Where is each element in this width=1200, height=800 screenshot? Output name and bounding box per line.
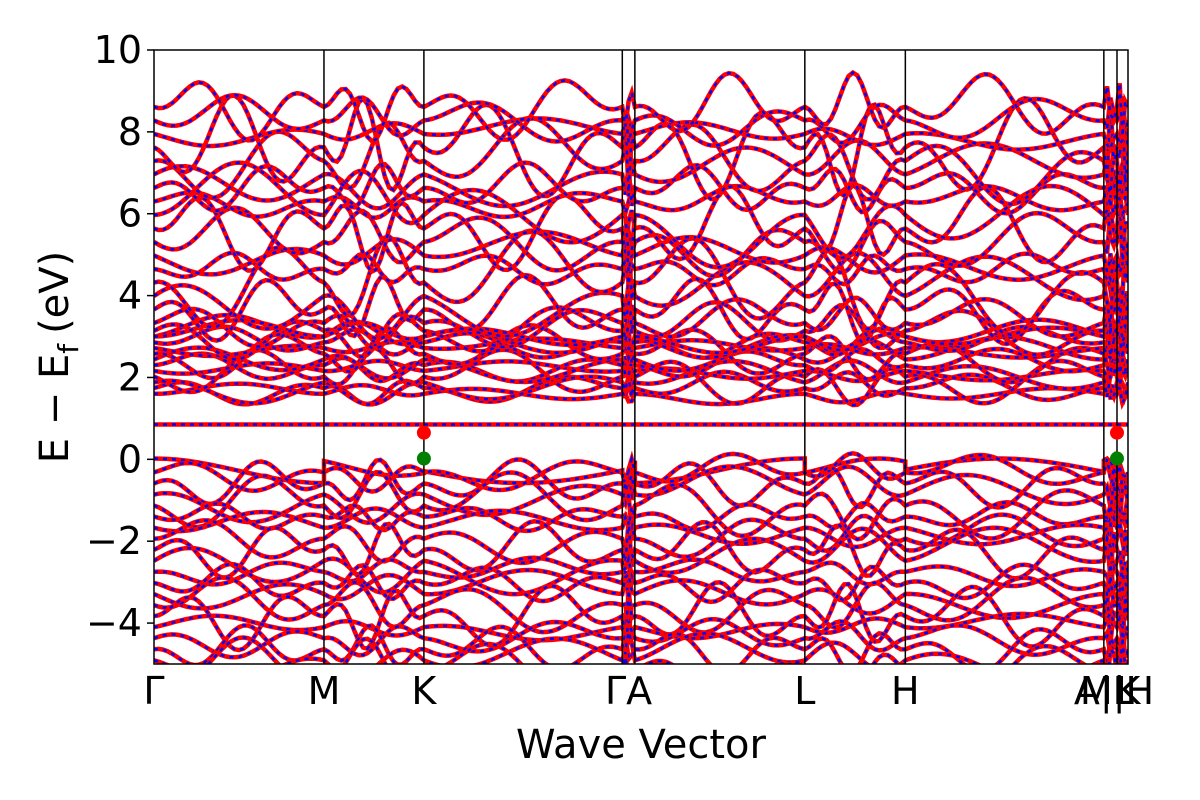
y-tick-label-5: 6 [118,192,142,236]
band-wannier-37 [154,251,1128,340]
x-tick-label-8: K [1116,669,1142,713]
band-wannier-14 [154,581,1128,652]
band-wannier-40 [154,226,1128,284]
y-tick-label-2: 0 [118,437,142,481]
cbm-marker-end [1109,425,1124,440]
band-wannier-46 [154,139,1128,210]
band-wannier-26 [154,359,1128,383]
band-lines [154,69,1128,664]
y-tick-label-0: −4 [86,601,142,645]
band-dft-8 [154,519,1128,581]
band-wannier-18 [154,631,1128,664]
x-tick-label-5: H [891,669,920,713]
x-tick-label-1: M [308,669,341,713]
band-wannier-24 [154,359,1128,407]
y-tick-label-7: 10 [94,28,142,72]
band-dft-2 [154,457,1128,510]
band-wannier-5 [154,501,1128,533]
band-wannier-9 [154,526,1128,596]
band-wannier-13 [154,575,1128,635]
y-tick-label-1: −2 [86,519,142,563]
y-tick-label-4: 4 [118,274,142,318]
cbm-marker [416,425,431,440]
band-wannier-6 [154,507,1128,549]
y-axis-title-main: E − E [32,354,78,464]
y-axis: −4 −2 0 2 4 6 8 10 [86,28,154,645]
x-tick-label-3: ΓA [605,669,652,713]
x-tick-label-7: M|H [1080,669,1154,714]
band-wannier-22 [154,381,1128,406]
band-wannier-3 [154,465,1128,524]
y-axis-title: E − Ef (eV) [32,251,85,464]
band-wannier-45 [154,161,1128,215]
x-tick-label-6: A|L [1074,669,1134,714]
band-edge-markers [416,425,1124,466]
high-symmetry-lines [323,50,1118,664]
vbm-marker [416,451,431,466]
band-wannier-43 [154,161,1128,269]
band-wannier-15 [154,610,1128,645]
band-wannier-36 [154,273,1128,346]
vbm-marker-end [1109,451,1124,466]
band-dft-51 [154,69,1128,144]
band-dft-41 [154,205,1128,279]
band-dft-39 [154,250,1128,288]
band-wannier-30 [154,335,1128,360]
band-dft-25 [154,346,1128,408]
band-dft-17 [154,623,1128,664]
y-tick-label-3: 2 [118,355,142,399]
x-tick-label-4: L [794,669,815,713]
band-wannier-49 [154,115,1128,152]
y-tick-label-6: 8 [118,110,142,154]
band-wannier-10 [154,553,1128,590]
band-wannier-50 [154,93,1128,147]
band-wannier-48 [154,94,1128,201]
band-dft-7 [154,512,1128,566]
band-wannier-16 [154,617,1128,659]
band-wannier-11 [154,562,1128,604]
band-dft-1 [154,450,1128,494]
band-wannier-23 [154,370,1128,406]
x-axis: Γ M K ΓA L H A|LM|HK [143,669,1154,714]
band-wannier-42 [154,183,1128,274]
x-tick-label-2: K [411,669,437,713]
band-dft-34 [154,313,1128,356]
plot-frame [153,49,1129,665]
y-axis-title-unit: (eV) [32,251,78,334]
x-tick-label-0: Γ [143,669,164,713]
y-axis-title-sub: f [52,343,85,354]
x-axis-title: Wave Vector [516,722,767,768]
band-wannier-47 [154,116,1128,206]
band-dft-38 [154,228,1128,337]
band-wannier-29 [154,324,1128,384]
